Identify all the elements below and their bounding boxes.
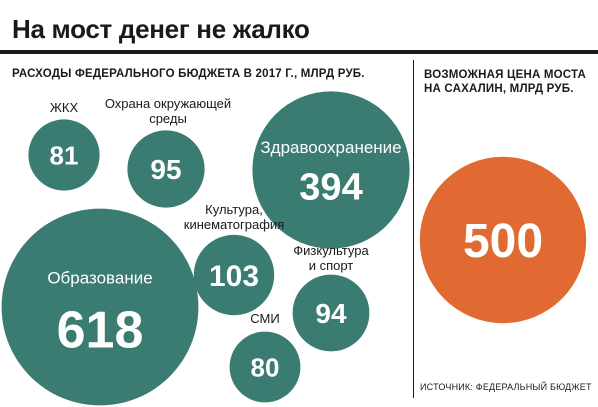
bridge-caption: ВОЗМОЖНАЯ ЦЕНА МОСТА НА САХАЛИН, МЛРД РУ… xyxy=(424,69,587,95)
bubble-value: 394 xyxy=(299,167,362,209)
chart-title: На мост денег не жалко xyxy=(12,14,310,44)
bubble-label: Охрана окружающей xyxy=(105,96,231,111)
bubble-value: 95 xyxy=(150,154,181,185)
bubble-value: 500 xyxy=(463,215,543,268)
bubble xyxy=(127,130,205,208)
bubble xyxy=(193,234,275,316)
bubble-value: 94 xyxy=(315,298,347,329)
bubble-label: кинематография xyxy=(184,217,284,232)
bubble-value: 81 xyxy=(50,140,79,170)
bubble xyxy=(229,331,301,403)
bubble-value: 80 xyxy=(251,352,280,382)
panel-divider xyxy=(413,60,414,398)
budget-caption: РАСХОДЫ ФЕДЕРАЛЬНОГО БЮДЖЕТА В 2017 Г., … xyxy=(12,68,365,80)
bubble-value: 618 xyxy=(57,302,144,360)
source-note: ИСТОЧНИК: ФЕДЕРАЛЬНЫЙ БЮДЖЕТ xyxy=(420,382,592,392)
bubble xyxy=(252,91,410,249)
bubble xyxy=(419,156,587,324)
title-rule xyxy=(0,50,598,54)
bubble-label: Физкультура xyxy=(293,243,369,258)
bubble-label: и спорт xyxy=(309,258,354,273)
bubble-label: Культура, xyxy=(205,202,263,217)
bubble-label: Здравоохранение xyxy=(260,138,401,157)
bubble xyxy=(292,274,370,352)
bubble xyxy=(28,119,100,191)
bubble xyxy=(1,208,199,406)
bubble-label: Образование xyxy=(47,269,152,288)
bubble-label: ЖКХ xyxy=(50,100,79,115)
bubble-label: СМИ xyxy=(250,311,279,326)
bubble-label: среды xyxy=(149,111,187,126)
bubble-value: 103 xyxy=(209,260,259,293)
